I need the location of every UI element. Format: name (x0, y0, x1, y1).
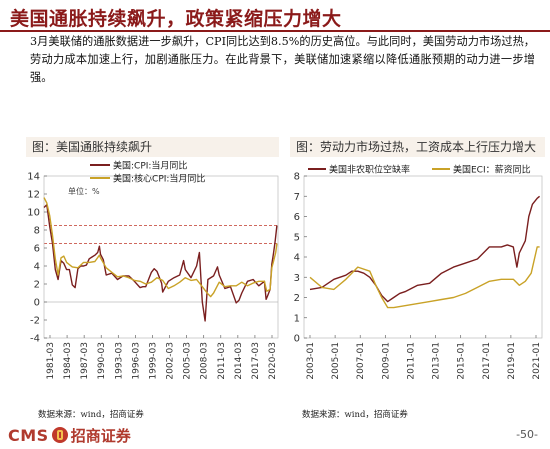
left-series-line-1 (43, 197, 278, 298)
right-xtick-label: 2007-01 (356, 342, 366, 380)
brand-cms-text: CMS (8, 425, 49, 445)
right-xtick-label: 2015-01 (457, 342, 467, 380)
right-ytick-label: 8 (294, 172, 300, 183)
right-legend-label: 美国ECI：薪资同比 (453, 164, 531, 176)
page-number: -50- (516, 428, 538, 441)
right-ytick-label: 6 (294, 212, 300, 223)
left-ytick-label: 6 (34, 244, 40, 255)
right-ytick-label: 0 (294, 334, 300, 345)
left-ytick-label: 4 (34, 262, 40, 273)
left-series-line-0 (43, 204, 278, 322)
left-ytick-label: 0 (34, 298, 40, 309)
right-xtick-label: 2003-01 (306, 342, 316, 380)
left-chart-series (43, 197, 278, 322)
summary-paragraph: 3月美联储的通胀数据进一步飙升，CPI同比达到8.5%的历史高位。与此同时，美国… (30, 35, 535, 85)
labor-market-chart: 0 1 2 3 4 5 6 7 8 2003-01 2005-01 2007-01 2009-01 201… (294, 164, 543, 380)
right-ytick-label: 1 (294, 313, 300, 324)
right-series-line-0 (309, 195, 541, 303)
left-xtick-label: 1999-03 (148, 342, 158, 380)
right-plot-frame (303, 175, 543, 339)
left-chart-heading: 图：美国通胀持续飙升 (26, 137, 279, 157)
right-ytick-label: 4 (294, 253, 300, 264)
right-xtick-label: 2017-01 (482, 342, 492, 380)
right-xtick-label: 2009-01 (381, 342, 391, 380)
left-ytick-label: 12 (27, 190, 40, 201)
title-divider (0, 30, 550, 32)
left-legend-label: 美国:CPI:当月同比 (113, 160, 187, 172)
right-legend-label: 美国非农职位空缺率 (329, 164, 410, 176)
brand-logo: CMS 招商证券 (8, 424, 131, 446)
left-xtick-label: 1981-03 (46, 342, 56, 380)
left-xtick-label: 2017-03 (251, 342, 261, 380)
left-ytick-label: 8 (34, 226, 40, 237)
left-xtick-label: 1996-03 (131, 342, 141, 380)
right-chart-series (309, 195, 541, 309)
left-xtick-label: 2005-03 (183, 342, 193, 380)
left-xtick-label: 2014-03 (234, 342, 244, 380)
left-ytick-label: 2 (34, 280, 40, 291)
left-ytick-label: 10 (27, 208, 40, 219)
right-xtick-label: 2019-01 (507, 342, 517, 380)
right-chart-legend: 美国非农职位空缺率 美国ECI：薪资同比 (308, 164, 531, 176)
left-xtick-label: 1987-03 (80, 342, 90, 380)
left-xtick-label: 2008-03 (200, 342, 210, 380)
right-xtick-label: 2005-01 (331, 342, 341, 380)
left-chart-source: 数据来源：wind，招商证券 (38, 410, 144, 420)
right-ytick-label: 2 (294, 293, 300, 304)
right-ytick-label: 3 (294, 273, 300, 284)
cpi-inflation-chart: -4 -2 0 2 4 6 8 10 12 14 1981-03 1984-03 1987-03 1990… (27, 160, 279, 380)
brand-logo-icon (51, 427, 68, 443)
right-series-line-1 (309, 246, 540, 309)
brand-name: 招商证券 (70, 426, 131, 445)
right-xtick-label: 2011-01 (406, 342, 416, 380)
right-ytick-label: 7 (294, 192, 300, 203)
left-chart-unit-label: 单位：% (68, 186, 100, 196)
left-xtick-label: 2020-03 (268, 342, 278, 380)
right-chart-axes: 0 1 2 3 4 5 6 7 8 2003-01 2005-01 2007-01 2009-01 201… (294, 172, 543, 380)
right-ytick-label: 5 (294, 232, 300, 243)
left-xtick-label: 1984-03 (63, 342, 73, 380)
left-xtick-label: 1993-03 (114, 342, 124, 380)
left-xtick-label: 2011-03 (217, 342, 227, 380)
right-xtick-label: 2021-01 (532, 342, 542, 380)
left-xtick-label: 2002-03 (166, 342, 176, 380)
left-ytick-label: -2 (30, 316, 40, 327)
right-chart-heading: 图：劳动力市场过热，工资成本上行压力增大 (290, 137, 545, 157)
left-plot-frame (43, 175, 279, 339)
right-chart-source: 数据来源：wind，招商证券 (302, 410, 408, 420)
left-chart-axes: -4 -2 0 2 4 6 8 10 12 14 1981-03 1984-03 1987-03 1990… (27, 172, 279, 380)
page-title: 美国通胀持续飙升，政策紧缩压力增大 (10, 8, 342, 30)
left-chart-reference-lines (44, 225, 278, 244)
left-ytick-label: 14 (27, 172, 40, 183)
left-xtick-label: 1990-03 (97, 342, 107, 380)
left-legend-label: 美国:核心CPI:当月同比 (113, 173, 205, 185)
right-xtick-label: 2013-01 (432, 342, 442, 380)
left-ytick-label: -4 (30, 334, 40, 345)
